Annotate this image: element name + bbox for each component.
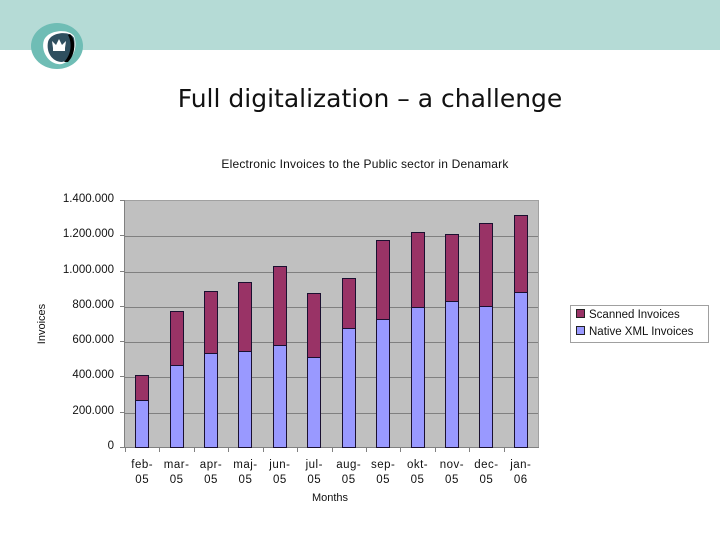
y-tick-label: 600.000 [72,334,114,347]
bar-scanned [376,240,391,320]
x-tick-mark [365,447,367,452]
chart-title: Electronic Invoices to the Public sector… [221,157,509,171]
legend-label-scanned: Scanned Invoices [589,309,680,321]
y-tick-label: 800.000 [72,298,114,311]
bar-scanned [444,234,459,303]
y-tick-label: 0 [107,440,114,452]
x-tick-label: okt- 05 [406,459,429,486]
x-tick-label: maj- 05 [233,459,258,486]
y-tick-label: 200.000 [72,404,114,417]
bar-native-xml [479,305,494,448]
bar-native-xml [238,351,253,448]
plot-area [125,200,539,448]
x-tick-mark [434,447,436,452]
y-tick-mark [120,447,125,448]
x-tick-mark [503,447,505,452]
y-tick-mark [120,305,125,307]
y-tick-label: 1.200.000 [62,228,114,241]
x-tick-mark [159,447,161,452]
bar-native-xml [169,365,184,448]
bar-scanned [135,375,150,402]
gridline [125,342,538,344]
bar-scanned [204,291,219,354]
bar-scanned [410,231,425,308]
x-tick-label: nov- 05 [439,459,465,486]
bar-scanned [341,277,356,330]
x-tick-label: jul- 05 [305,459,323,486]
y-tick-mark [120,200,125,201]
bar-scanned [169,311,184,367]
x-tick-label: apr- 05 [199,459,223,486]
x-tick-label: dec- 05 [474,459,499,486]
bar-native-xml [204,352,219,448]
x-tick-mark [297,447,299,452]
bar-native-xml [272,344,287,448]
x-tick-label: mar- 05 [163,459,190,486]
x-tick-mark [193,447,195,452]
bar-scanned [307,292,322,358]
gridline [125,236,538,238]
y-tick-mark [120,235,125,237]
bar-scanned [479,223,494,307]
y-tick-label: 400.000 [72,369,114,382]
gridline [125,412,538,414]
x-tick-label: jun- 05 [269,459,291,486]
x-tick-mark [262,447,264,452]
slide-title: Full digitalization – a challenge [177,84,563,113]
bar-native-xml [444,301,459,448]
legend-label-native: Native XML Invoices [589,326,694,338]
x-tick-mark [400,447,402,452]
header-band [0,0,720,50]
bar-native-xml [513,291,528,448]
bar-native-xml [341,328,356,448]
y-tick-mark [120,376,125,378]
y-tick-mark [120,270,125,272]
bar-scanned [238,281,253,353]
bar-native-xml [307,356,322,448]
bar-native-xml [135,400,150,448]
y-tick-mark [120,341,125,343]
y-axis-title: Invoices [36,303,48,345]
bar-native-xml [376,318,391,448]
legend-item-scanned: Scanned Invoices [576,309,680,321]
x-tick-mark [331,447,333,452]
x-tick-mark [125,447,126,452]
x-tick-label: sep- 05 [370,459,396,486]
y-tick-label: 1.000.000 [62,263,114,276]
x-tick-mark [228,447,230,452]
x-axis-title: Months [311,492,349,504]
bar-native-xml [410,306,425,448]
x-tick-label: aug- 05 [336,459,362,486]
bar-scanned [513,214,528,293]
gridline [125,377,538,379]
legend-item-native: Native XML Invoices [576,326,693,338]
legend: Scanned Invoices Native XML Invoices [570,305,709,343]
x-tick-label: feb- 05 [131,459,154,486]
gridline [125,271,538,273]
y-axis [124,200,125,448]
y-tick-mark [120,411,125,413]
scanned-swatch-icon [576,309,585,319]
y-tick-label: 1.400.000 [62,193,114,205]
x-tick-mark [469,447,471,452]
x-tick-label: jan- 06 [510,459,532,486]
bar-scanned [272,265,287,346]
gridline [125,306,538,308]
crown-shield-logo-icon [31,23,83,69]
native-swatch-icon [576,326,585,336]
